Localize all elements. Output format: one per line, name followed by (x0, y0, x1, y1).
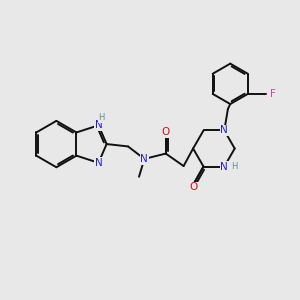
Text: O: O (189, 182, 197, 192)
Text: N: N (94, 158, 102, 168)
Text: N: N (220, 161, 228, 172)
Text: N: N (140, 154, 148, 164)
Text: N: N (94, 120, 102, 130)
Text: H: H (98, 113, 105, 122)
Text: O: O (162, 127, 170, 137)
Text: N: N (220, 125, 228, 136)
Text: H: H (231, 162, 237, 171)
Text: F: F (270, 89, 276, 99)
